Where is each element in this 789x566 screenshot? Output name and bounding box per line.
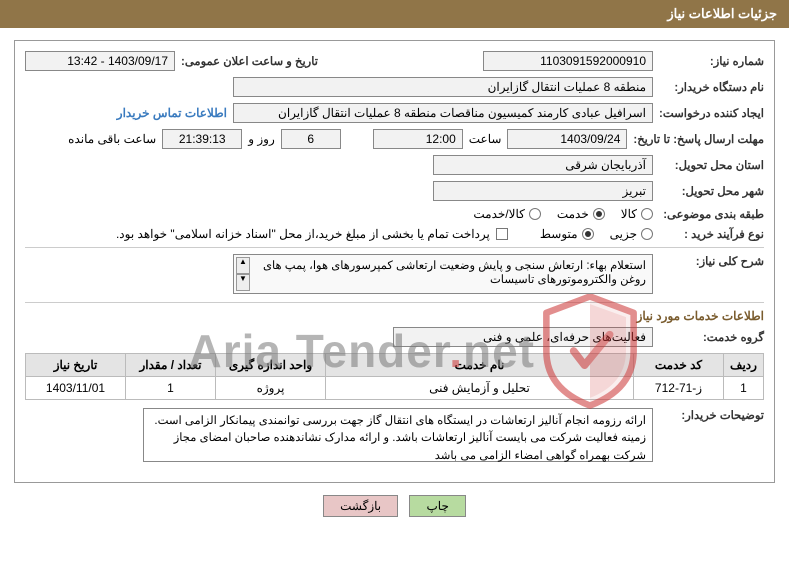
subject-radio-option[interactable]: کالا	[621, 207, 653, 221]
field-deadline-date: 1403/09/24	[507, 129, 627, 149]
buyer-contact-link[interactable]: اطلاعات تماس خریدار	[117, 106, 227, 120]
field-deadline-time: 12:00	[373, 129, 463, 149]
label-need-no: شماره نیاز:	[659, 54, 764, 68]
field-requester: اسرافیل عبادی کارمند کمیسیون مناقصات منط…	[233, 103, 653, 123]
field-buyer-notes[interactable]: ارائه رزومه انجام آنالیز ارتعاشات در ایس…	[143, 408, 653, 462]
table-header-cell: ردیف	[724, 354, 764, 377]
subject-radiogroup: کالا خدمت کالا/خدمت	[473, 207, 653, 221]
subject-radio-option[interactable]: خدمت	[557, 207, 605, 221]
treasury-checkbox[interactable]	[496, 228, 508, 240]
label-pay-note: پرداخت تمام یا بخشی از مبلغ خرید،از محل …	[116, 227, 490, 241]
field-province: آذربایجان شرقی	[433, 155, 653, 175]
table-header-cell: تعداد / مقدار	[126, 354, 216, 377]
radio-icon	[641, 228, 653, 240]
table-cell: تحلیل و آزمایش فنی	[326, 377, 634, 400]
label-time: ساعت	[469, 132, 502, 146]
section-services-header: اطلاعات خدمات مورد نیاز	[25, 302, 764, 323]
table-header-cell: تاریخ نیاز	[26, 354, 126, 377]
table-cell: 1403/11/01	[26, 377, 126, 400]
field-buyer-org: منطقه 8 عملیات انتقال گازایران	[233, 77, 653, 97]
purchase-radiogroup: جزیی متوسط	[540, 227, 653, 241]
spinner-down-icon[interactable]: ▼	[236, 274, 250, 291]
buyer-notes-text: ارائه رزومه انجام آنالیز ارتعاشات در ایس…	[154, 415, 646, 462]
radio-icon	[641, 208, 653, 220]
field-announce-dt: 1403/09/17 - 13:42	[25, 51, 175, 71]
page-title: جزئیات اطلاعات نیاز	[0, 0, 789, 28]
label-buyer-notes: توضیحات خریدار:	[659, 408, 764, 422]
field-svc-group: فعالیت‌های حرفه‌ای، علمی و فنی	[393, 327, 653, 347]
table-header-cell: واحد اندازه گیری	[216, 354, 326, 377]
label-hours-remain: ساعت باقی مانده	[68, 132, 156, 146]
subject-radio-label: کالا	[621, 207, 637, 221]
table-cell: 1	[724, 377, 764, 400]
label-purchase-type: نوع فرآیند خرید :	[659, 227, 764, 241]
subject-radio-label: خدمت	[557, 207, 589, 221]
table-cell: ز-71-712	[634, 377, 724, 400]
field-need-desc[interactable]: استعلام بهاء: ارتعاش سنجی و پایش وضعیت ا…	[233, 254, 653, 294]
label-days-and: روز و	[248, 132, 275, 146]
radio-icon	[529, 208, 541, 220]
table-header-cell: کد خدمت	[634, 354, 724, 377]
need-desc-text: استعلام بهاء: ارتعاش سنجی و پایش وضعیت ا…	[263, 260, 646, 286]
radio-icon	[582, 228, 594, 240]
label-requester: ایجاد کننده درخواست:	[659, 106, 764, 120]
field-city: تبریز	[433, 181, 653, 201]
label-city: شهر محل تحویل:	[659, 184, 764, 198]
field-need-no: 1103091592000910	[483, 51, 653, 71]
field-remain-hms: 21:39:13	[162, 129, 242, 149]
purchase-radio-label: متوسط	[540, 227, 578, 241]
radio-icon	[593, 208, 605, 220]
label-province: استان محل تحویل:	[659, 158, 764, 172]
label-svc-group: گروه خدمت:	[659, 330, 764, 344]
services-table: ردیفکد خدمتنام خدمتواحد اندازه گیریتعداد…	[25, 353, 764, 400]
subject-radio-option[interactable]: کالا/خدمت	[473, 207, 540, 221]
purchase-radio-label: جزیی	[610, 227, 637, 241]
form-panel: Aria Tender.net شماره نیاز: 110309159200…	[14, 40, 775, 483]
purchase-radio-option[interactable]: جزیی	[610, 227, 653, 241]
label-buyer-org: نام دستگاه خریدار:	[659, 80, 764, 94]
table-cell: 1	[126, 377, 216, 400]
purchase-radio-option[interactable]: متوسط	[540, 227, 594, 241]
label-subject-class: طبقه بندی موضوعی:	[659, 207, 764, 221]
table-row: 1ز-71-712تحلیل و آزمایش فنیپروژه11403/11…	[26, 377, 764, 400]
label-need-desc: شرح کلی نیاز:	[659, 254, 764, 268]
subject-radio-label: کالا/خدمت	[473, 207, 524, 221]
field-remain-days: 6	[281, 129, 341, 149]
back-button[interactable]: بازگشت	[323, 495, 398, 517]
print-button[interactable]: چاپ	[409, 495, 465, 517]
table-header-cell: نام خدمت	[326, 354, 634, 377]
label-deadline: مهلت ارسال پاسخ: تا تاریخ:	[633, 132, 764, 146]
textarea-spinner[interactable]: ▲ ▼	[236, 257, 250, 291]
spinner-up-icon[interactable]: ▲	[236, 257, 250, 274]
table-cell: پروژه	[216, 377, 326, 400]
label-announce-dt: تاریخ و ساعت اعلان عمومی:	[181, 54, 318, 68]
